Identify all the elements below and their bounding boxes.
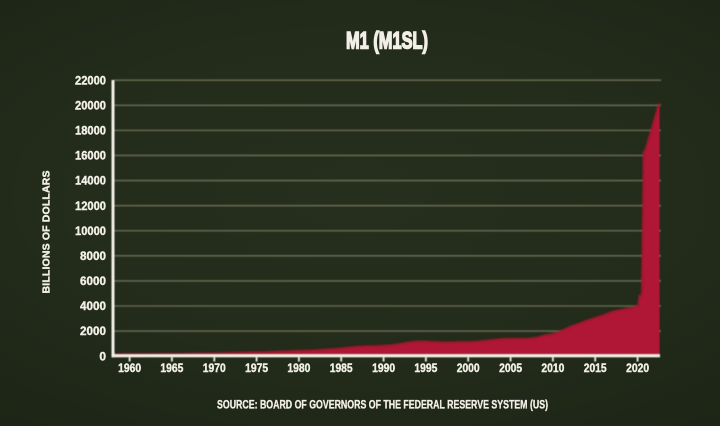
svg-text:2015: 2015 (584, 361, 607, 375)
svg-text:1990: 1990 (372, 361, 395, 375)
svg-text:12000: 12000 (75, 199, 106, 213)
svg-text:1960: 1960 (118, 361, 141, 375)
svg-text:2005: 2005 (499, 361, 522, 375)
svg-text:10000: 10000 (75, 224, 106, 238)
svg-text:M1 (M1SL): M1 (M1SL) (346, 28, 428, 55)
svg-text:2000: 2000 (80, 324, 106, 338)
svg-text:20000: 20000 (75, 98, 106, 112)
svg-text:2010: 2010 (541, 361, 564, 375)
svg-text:BILLIONS OF DOLLARS: BILLIONS OF DOLLARS (41, 171, 53, 294)
svg-text:6000: 6000 (80, 274, 106, 288)
svg-text:0: 0 (99, 349, 106, 363)
svg-text:2000: 2000 (457, 361, 480, 375)
svg-text:8000: 8000 (80, 249, 106, 263)
svg-text:1995: 1995 (414, 361, 437, 375)
svg-text:4000: 4000 (80, 299, 106, 313)
svg-text:14000: 14000 (75, 174, 106, 188)
svg-text:1965: 1965 (160, 361, 183, 375)
svg-text:1975: 1975 (245, 361, 268, 375)
svg-text:SOURCE: BOARD OF GOVERNORS OF: SOURCE: BOARD OF GOVERNORS OF THE FEDERA… (217, 397, 548, 411)
svg-text:18000: 18000 (75, 124, 106, 138)
svg-text:1980: 1980 (287, 361, 310, 375)
svg-text:2020: 2020 (626, 361, 649, 375)
svg-text:22000: 22000 (75, 73, 106, 87)
svg-text:1970: 1970 (203, 361, 226, 375)
svg-text:1985: 1985 (330, 361, 353, 375)
svg-text:16000: 16000 (75, 149, 106, 163)
